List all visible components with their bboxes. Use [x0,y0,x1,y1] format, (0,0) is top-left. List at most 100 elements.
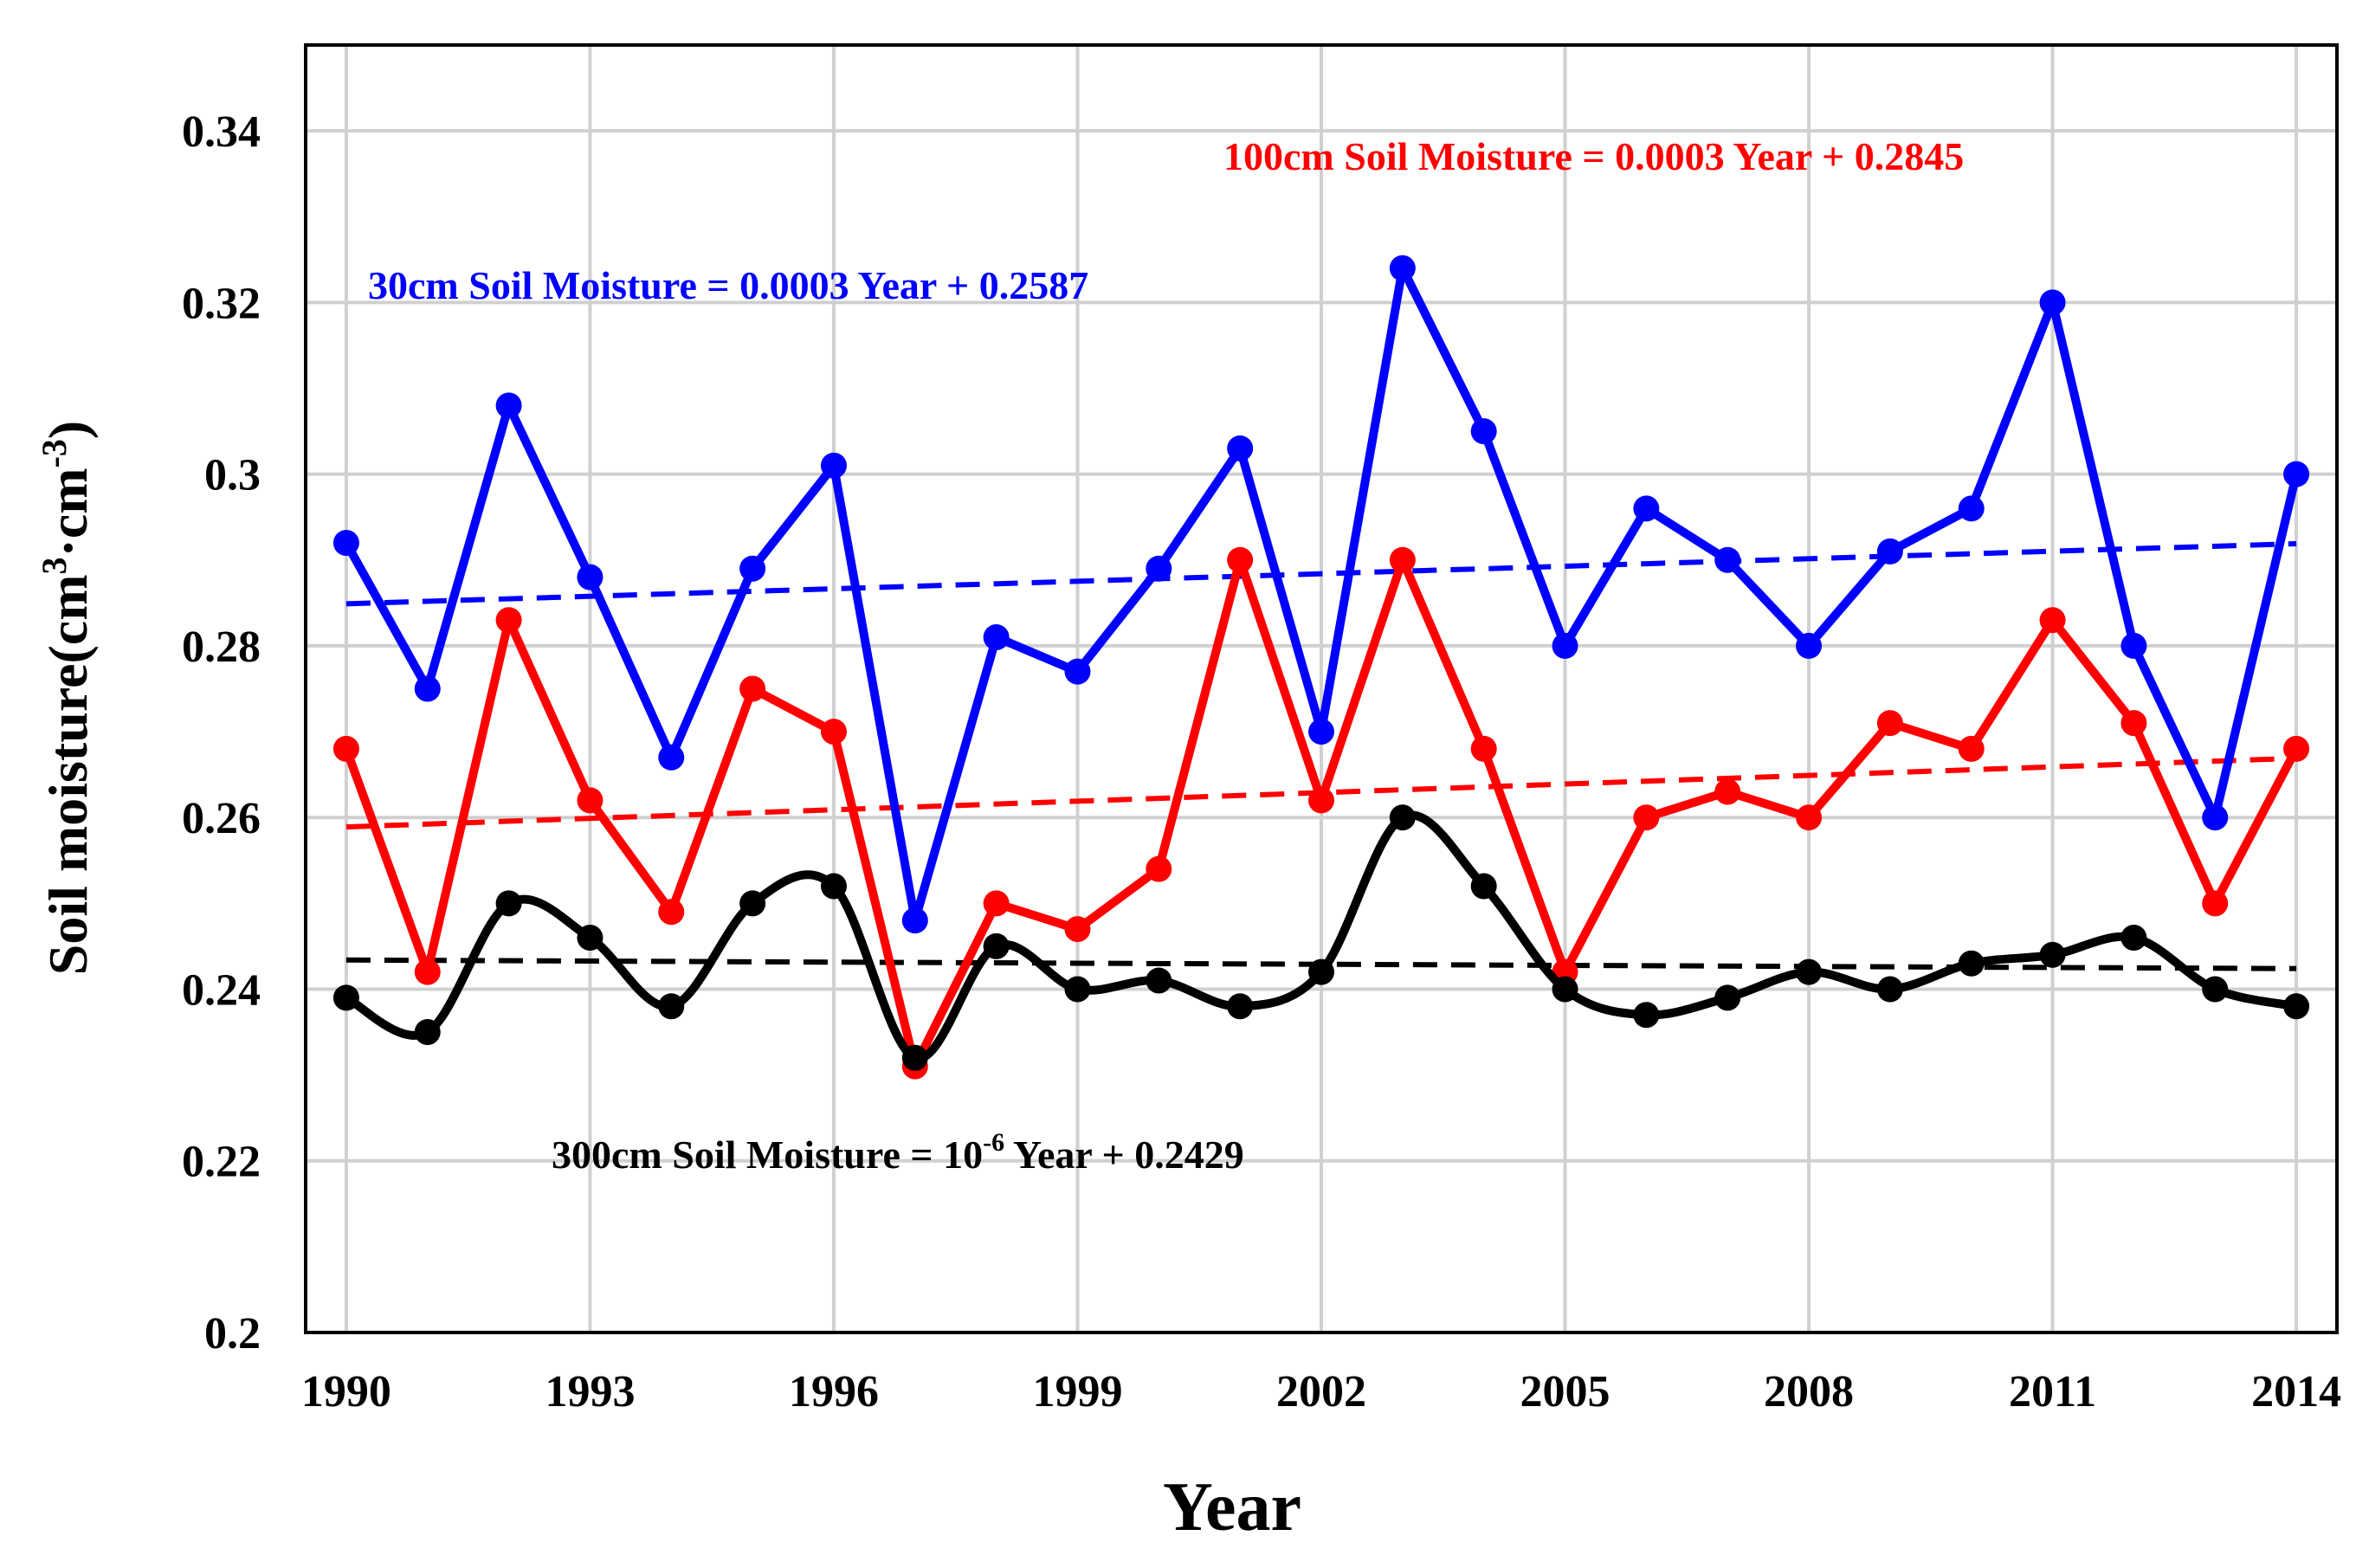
point-300cm-2004 [1470,873,1497,900]
trend-line-30cm [345,540,2297,607]
x-tick-label: 2011 [2009,1367,2096,1416]
y-tick-label: 0.26 [182,794,261,843]
point-300cm-2008 [1796,958,1823,985]
point-300cm-1999 [1064,976,1091,1003]
equation-300cm-suffix: Year + 0.2429 [1004,1132,1244,1177]
point-100cm-1991 [414,958,441,985]
point-30cm-2005 [1552,632,1578,659]
point-300cm-2014 [2283,993,2310,1020]
equation-30cm: 30cm Soil Moisture = 0.0003 Year + 0.258… [368,263,1088,307]
y-axis-title: Soil moisture(cm3·cm-3) [35,421,99,975]
point-100cm-2009 [1876,710,1903,737]
point-100cm-2003 [1389,546,1416,573]
point-300cm-2003 [1389,804,1416,831]
x-tick-label: 1996 [789,1367,879,1416]
point-300cm-1998 [983,932,1010,959]
equation-300cm-sup: -6 [983,1128,1004,1157]
point-300cm-1997 [901,1044,928,1071]
point-30cm-1995 [739,555,766,582]
y-axis-title-sup1: 3 [35,557,74,574]
point-300cm-2007 [1714,984,1741,1011]
point-30cm-2004 [1470,418,1497,445]
point-100cm-1992 [495,607,522,634]
y-tick-labels: 0.2 0.22 0.24 0.26 0.28 0.3 0.32 0.34 [182,107,261,1358]
point-300cm-2011 [2039,941,2066,968]
point-100cm-1999 [1064,916,1091,943]
point-300cm-1992 [495,890,522,917]
x-tick-label: 2008 [1764,1367,1854,1416]
point-30cm-2010 [1958,495,1985,522]
point-100cm-1998 [983,890,1010,917]
point-30cm-2002 [1308,719,1334,745]
point-300cm-2002 [1308,958,1334,985]
point-300cm-2013 [2202,976,2229,1003]
x-tick-label: 2005 [1520,1367,1610,1416]
point-30cm-1991 [414,675,441,702]
equation-300cm: 300cm Soil Moisture = 10-6 Year + 0.2429 [552,1128,1244,1177]
point-30cm-2011 [2039,289,2066,316]
point-100cm-1990 [332,735,359,762]
point-300cm-1993 [577,924,604,951]
point-300cm-1990 [332,984,359,1011]
point-30cm-2013 [2202,804,2229,831]
y-tick-label: 0.24 [182,965,261,1015]
point-30cm-2012 [2120,632,2147,659]
point-100cm-1996 [820,719,847,745]
y-tick-label: 0.2 [204,1309,261,1358]
point-30cm-2007 [1714,546,1741,573]
point-100cm-2007 [1714,778,1741,805]
point-300cm-2012 [2120,924,2147,951]
point-300cm-1994 [658,993,685,1020]
point-100cm-2013 [2202,890,2229,917]
point-100cm-2004 [1470,735,1497,762]
point-100cm-2010 [1958,735,1985,762]
y-tick-label: 0.22 [182,1138,261,1187]
point-100cm-2011 [2039,607,2066,634]
point-300cm-2010 [1958,950,1985,977]
y-tick-label: 0.3 [204,451,261,500]
point-100cm-2002 [1308,787,1334,814]
point-30cm-2006 [1633,495,1660,522]
point-100cm-2014 [2283,735,2310,762]
point-100cm-2012 [2120,710,2147,737]
x-tick-label: 1990 [301,1367,391,1416]
plot-frame [304,43,2339,1334]
y-tick-label: 0.32 [182,279,261,328]
point-30cm-1994 [658,744,685,771]
point-300cm-1996 [820,873,847,900]
y-axis-title-end: ) [37,421,99,439]
y-axis-title-mid: ·cm [37,468,99,557]
point-300cm-1995 [739,890,766,917]
point-30cm-2009 [1876,538,1903,565]
point-300cm-2000 [1146,967,1172,994]
point-30cm-1993 [577,564,604,590]
point-300cm-2005 [1552,976,1578,1003]
y-axis-title-main: Soil moisture(cm [37,574,99,975]
y-tick-label: 0.28 [182,623,261,672]
x-tick-labels: 1990 1993 1996 1999 2002 2005 2008 2011 2014 [301,1367,2341,1416]
point-30cm-2001 [1227,435,1254,461]
point-30cm-2000 [1146,555,1172,582]
y-axis-title-sup2: -3 [35,439,74,468]
x-tick-label: 2014 [2251,1367,2341,1416]
point-30cm-1999 [1064,658,1091,685]
point-30cm-1990 [332,529,359,556]
x-tick-label: 2002 [1276,1367,1366,1416]
point-100cm-1995 [739,675,766,702]
point-30cm-1992 [495,392,522,419]
point-300cm-2009 [1876,976,1903,1003]
point-30cm-2003 [1389,255,1416,281]
x-tick-label: 1993 [545,1367,635,1416]
point-100cm-2001 [1227,546,1254,573]
point-30cm-1996 [820,452,847,479]
point-300cm-2006 [1633,1002,1660,1029]
point-100cm-2008 [1796,804,1823,831]
point-30cm-1997 [901,907,928,934]
point-100cm-1994 [658,899,685,926]
point-30cm-1998 [983,624,1010,651]
point-100cm-2006 [1633,804,1660,831]
point-300cm-1991 [414,1019,441,1046]
x-tick-label: 1999 [1032,1367,1122,1416]
point-30cm-2008 [1796,632,1823,659]
